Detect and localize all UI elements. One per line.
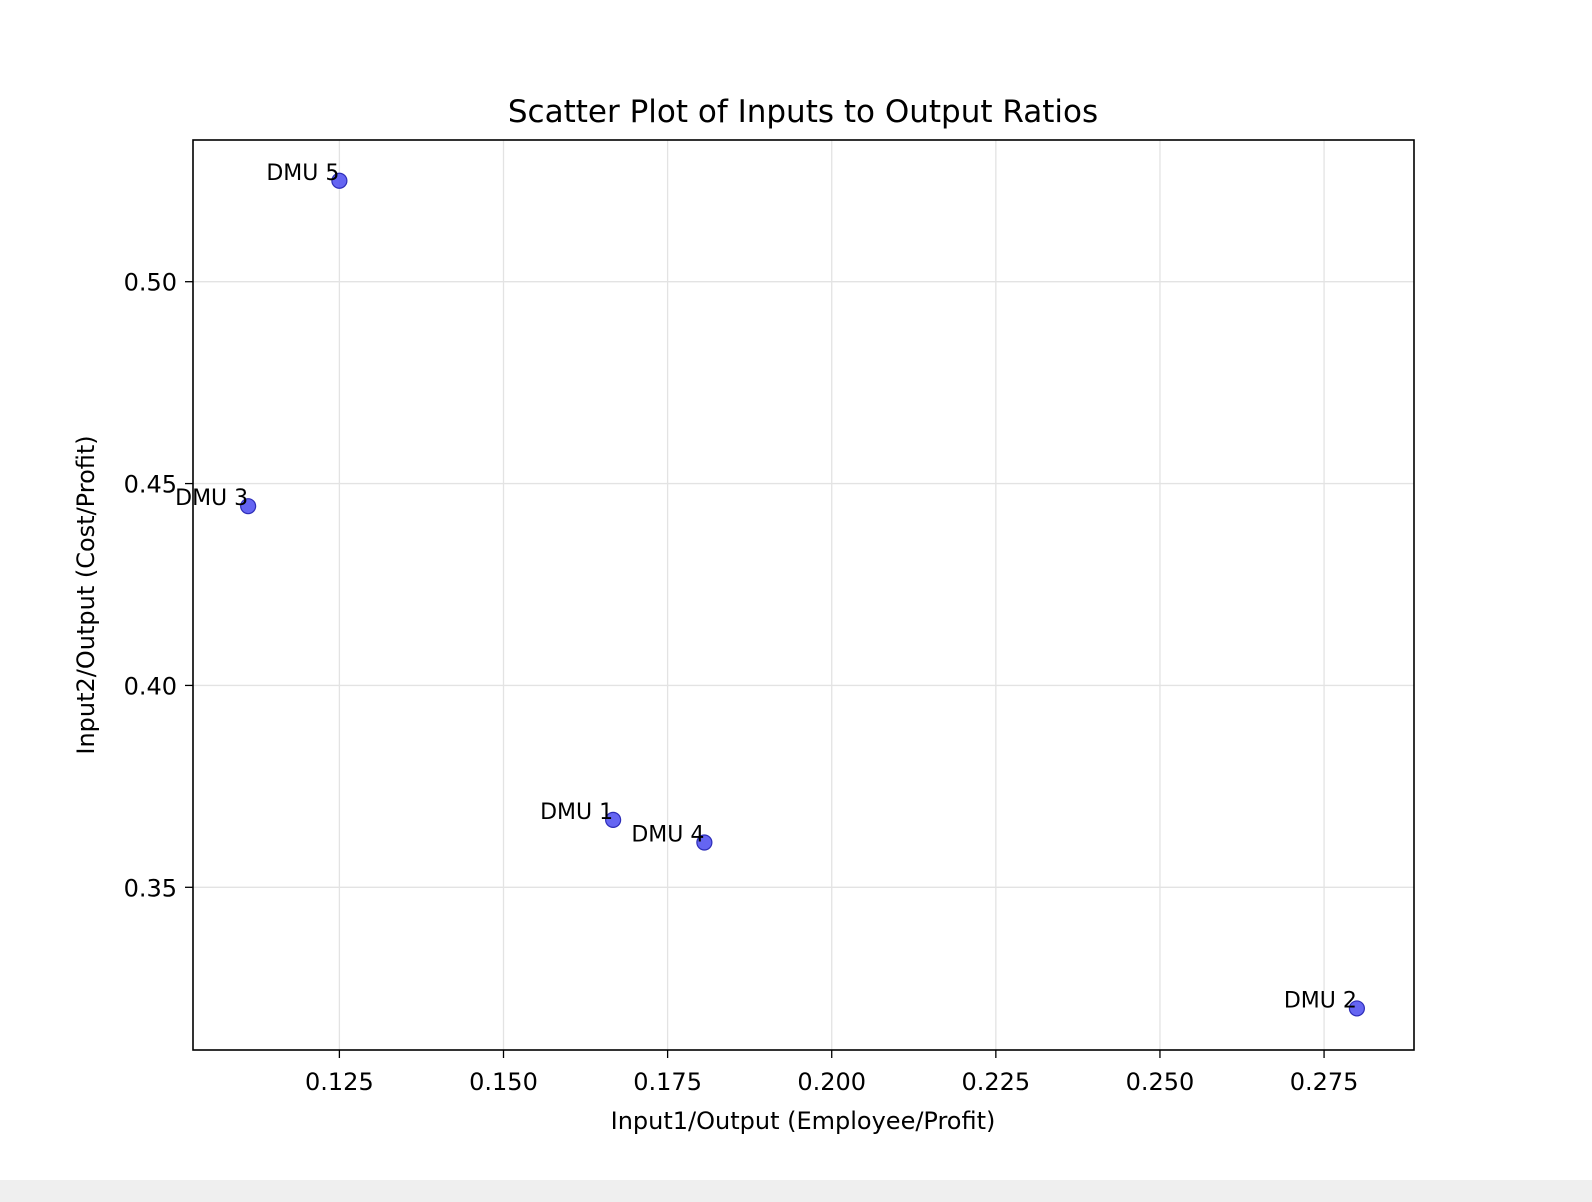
data-point xyxy=(696,834,713,851)
x-tick-label: 0.125 xyxy=(305,1068,374,1096)
point-label: DMU 1 xyxy=(540,800,613,825)
x-tick-label: 0.225 xyxy=(961,1068,1030,1096)
data-points: DMU 1 DMU 2 DMU 3 DMU 4 DMU 5 xyxy=(175,161,1365,1017)
y-tick-label: 0.50 xyxy=(124,269,177,297)
window-bottom-strip xyxy=(0,1180,1592,1202)
y-tick-label: 0.35 xyxy=(124,874,177,902)
point-label: DMU 2 xyxy=(1284,988,1357,1013)
data-point xyxy=(605,811,622,828)
data-point xyxy=(240,498,257,515)
data-point xyxy=(1348,1000,1365,1017)
x-axis-label: Input1/Output (Employee/Profit) xyxy=(611,1107,996,1135)
chart-title: Scatter Plot of Inputs to Output Ratios xyxy=(508,94,1098,130)
point-label: DMU 4 xyxy=(631,822,704,847)
grid xyxy=(193,140,1414,1050)
y-axis-label: Input2/Output (Cost/Profit) xyxy=(72,435,100,754)
x-tick-label: 0.175 xyxy=(633,1068,702,1096)
y-tick-label: 0.45 xyxy=(124,471,177,499)
x-tick-label: 0.275 xyxy=(1290,1068,1359,1096)
x-tick-label: 0.250 xyxy=(1126,1068,1195,1096)
point-label: DMU 5 xyxy=(266,161,339,186)
point-label: DMU 3 xyxy=(175,486,248,511)
y-tick-label: 0.40 xyxy=(124,672,177,700)
axis-ticks: 0.125 0.150 0.175 0.200 0.225 0.250 0.275 0.35 0… xyxy=(124,269,1359,1096)
x-tick-label: 0.150 xyxy=(469,1068,538,1096)
data-point xyxy=(331,172,348,189)
x-tick-label: 0.200 xyxy=(797,1068,866,1096)
plot-area-frame xyxy=(192,139,1415,1051)
